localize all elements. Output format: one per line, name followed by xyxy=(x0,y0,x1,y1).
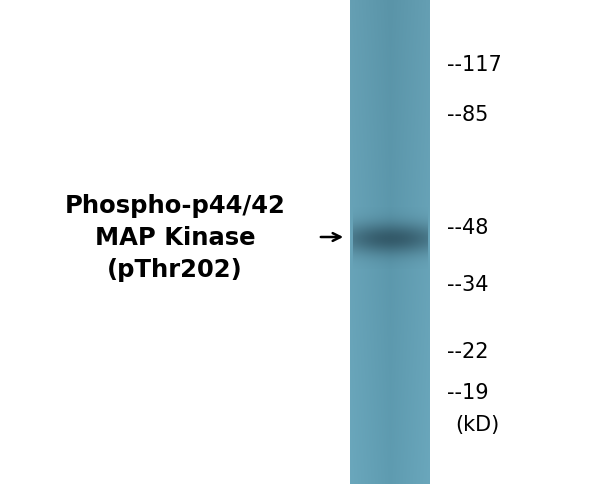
Text: --22: --22 xyxy=(447,341,488,361)
Text: Phospho-p44/42: Phospho-p44/42 xyxy=(64,194,285,217)
Text: (kD): (kD) xyxy=(455,414,499,434)
Text: (pThr202): (pThr202) xyxy=(107,257,243,281)
Text: --85: --85 xyxy=(447,105,488,125)
Text: --48: --48 xyxy=(447,217,488,238)
Text: MAP Kinase: MAP Kinase xyxy=(95,226,255,249)
Text: --34: --34 xyxy=(447,274,488,294)
Text: --117: --117 xyxy=(447,55,502,75)
Text: --19: --19 xyxy=(447,382,489,402)
